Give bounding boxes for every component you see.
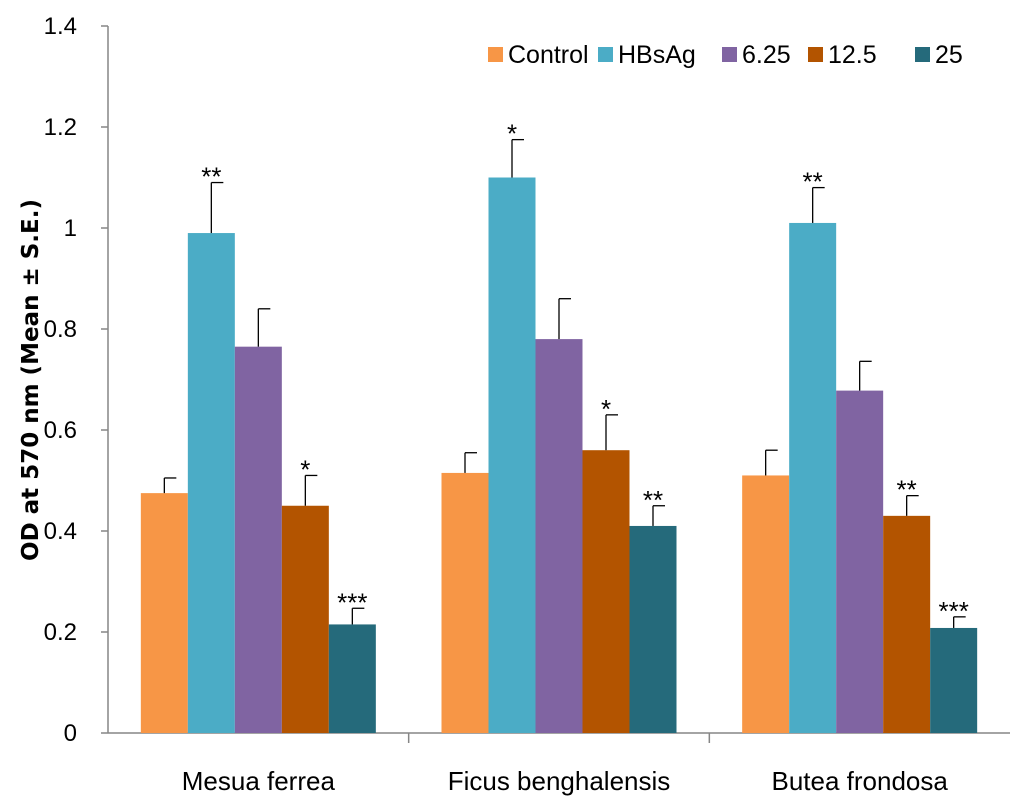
significance-marker: ** [201, 162, 221, 192]
significance-marker: ** [803, 167, 823, 197]
legend-swatch [598, 47, 613, 62]
y-tick-label: 1.2 [44, 114, 77, 141]
legend-label: HBsAg [618, 41, 696, 69]
legend-label: 6.25 [742, 41, 791, 69]
significance-marker: ** [897, 475, 917, 505]
significance-marker: * [601, 394, 611, 424]
legend-swatch [915, 47, 930, 62]
significance-marker: ** [643, 485, 663, 515]
significance-marker: *** [938, 596, 968, 626]
bar [789, 222, 837, 733]
legend-swatch [808, 47, 823, 62]
significance-marker: *** [337, 587, 367, 617]
bar [883, 515, 931, 733]
bar [234, 346, 282, 733]
bar [582, 450, 630, 733]
bar [742, 475, 790, 733]
y-tick-label: 0.8 [44, 316, 77, 343]
y-tick-label: 1.4 [44, 13, 77, 40]
x-category-label: Ficus benghalensis [448, 766, 671, 796]
y-tick-label: 1 [64, 215, 77, 242]
legend-swatch [488, 47, 503, 62]
significance-marker: * [507, 119, 517, 149]
x-category-label: Butea frondosa [771, 766, 948, 796]
bar [187, 233, 235, 734]
legend-label: 25 [935, 41, 963, 69]
significance-marker: * [300, 454, 310, 484]
bar [140, 493, 188, 733]
y-tick-label: 0.4 [44, 518, 77, 545]
bars: ***************** [140, 119, 978, 734]
bar [328, 624, 376, 733]
bar [930, 627, 978, 733]
axes: 0 0.2 0.4 0.6 0.8 1 1.2 1.4 Mesua ferrea Ficus be… [44, 13, 1010, 796]
y-tick-label: 0 [64, 720, 77, 747]
y-axis-label: OD at 570 nm (Mean ± S.E.) [18, 199, 44, 561]
legend-label: 12.5 [828, 41, 877, 69]
bar [836, 390, 884, 733]
bar [535, 339, 583, 733]
y-tick-label: 0.6 [44, 417, 77, 444]
legend: Control HBsAg 6.25 12.5 25 [488, 41, 963, 69]
bar [441, 472, 489, 733]
legend-swatch [722, 47, 737, 62]
x-category-label: Mesua ferrea [182, 766, 336, 796]
legend-label: Control [508, 41, 589, 69]
y-tick-label: 0.2 [44, 619, 77, 646]
bar [488, 177, 536, 733]
bar [281, 505, 329, 733]
bar [629, 525, 677, 733]
